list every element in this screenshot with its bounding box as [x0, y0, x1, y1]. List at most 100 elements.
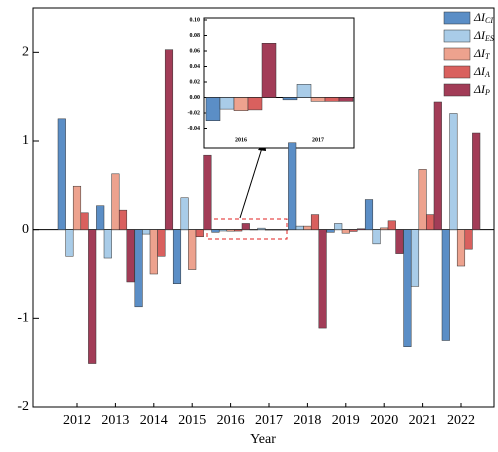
x-tick-label: 2016 [235, 137, 247, 143]
x-tick-label: 2019 [332, 413, 360, 428]
bar [449, 113, 458, 230]
bar [126, 229, 135, 283]
bar [334, 223, 343, 230]
legend-swatch [443, 83, 471, 97]
y-tick-label: 0 [22, 222, 29, 237]
bar [356, 228, 366, 230]
bar [211, 229, 220, 233]
y-tick-label: -0.02 [188, 110, 201, 116]
bar [241, 223, 250, 230]
x-tick-label: 2016 [217, 413, 245, 428]
x-tick-label: 2018 [293, 413, 321, 428]
x-tick-label: 2020 [370, 413, 398, 428]
legend-label: ΔIA [473, 64, 490, 79]
bar [387, 220, 396, 230]
bar [57, 118, 66, 230]
bar [410, 229, 420, 287]
bar [72, 185, 82, 230]
bar [142, 229, 151, 235]
y-tick-label: 0.06 [190, 48, 201, 54]
legend-swatch [443, 11, 471, 25]
x-tick-label: 2015 [178, 413, 206, 428]
y-tick-label: -2 [17, 399, 29, 414]
bar [195, 229, 204, 238]
bar [338, 97, 354, 102]
bar [282, 97, 298, 101]
bar [303, 225, 312, 230]
bar [65, 229, 74, 257]
bar [257, 227, 266, 230]
bar [234, 229, 243, 232]
bar [395, 229, 404, 254]
bar [247, 97, 263, 111]
x-tick-label: 2013 [101, 413, 129, 428]
inset-frame [203, 17, 355, 149]
bar [433, 101, 442, 230]
y-tick-label: 0.08 [190, 33, 201, 39]
bar [324, 97, 340, 102]
bar [118, 209, 128, 230]
bar [80, 212, 89, 230]
x-axis-label: Year [250, 432, 276, 447]
bar [288, 142, 297, 230]
bar [164, 49, 174, 230]
bar [426, 214, 435, 230]
legend-sub: ES [484, 34, 494, 43]
legend-swatch [443, 29, 471, 43]
x-tick-label: 2014 [140, 413, 168, 428]
legend-main: ΔI [473, 64, 486, 78]
bar [341, 229, 350, 234]
legend-main: ΔI [473, 10, 486, 24]
bar [149, 229, 158, 275]
y-tick-label: 0.02 [190, 79, 201, 85]
legend-label: ΔIES [473, 28, 494, 43]
bar [134, 229, 143, 308]
x-tick-label: 2021 [409, 413, 437, 428]
bar [103, 229, 112, 259]
bar [472, 132, 481, 230]
bar [441, 229, 450, 341]
legend-sub: A [484, 70, 490, 79]
legend-label: ΔIT [473, 46, 490, 61]
y-tick-label: 0.00 [190, 95, 201, 101]
bar [310, 214, 320, 230]
bar [364, 199, 374, 230]
y-tick-label: 0.10 [190, 17, 201, 23]
bar [464, 229, 473, 250]
bar [96, 205, 105, 230]
bar [233, 97, 249, 111]
bar [88, 229, 97, 364]
bar [403, 229, 412, 347]
y-tick-label: -0.04 [188, 126, 201, 132]
y-tick-label: 0.04 [190, 64, 201, 70]
y-tick-label: 1 [22, 133, 29, 148]
bar [203, 154, 212, 230]
plot-frame [32, 7, 495, 408]
legend-sub: P [484, 88, 490, 97]
legend-label: ΔICI [473, 10, 493, 25]
bar [295, 225, 304, 230]
x-tick-label: 2017 [312, 137, 324, 143]
bar [296, 84, 312, 98]
legend-sub: T [485, 52, 490, 61]
legend-main: ΔI [473, 82, 486, 96]
bar [111, 173, 120, 230]
bar [180, 197, 189, 230]
legend-swatch [443, 65, 471, 79]
y-tick-label: 2 [22, 45, 29, 60]
y-tick-label: -1 [17, 311, 29, 326]
bar [326, 229, 335, 233]
zoom-arrow [239, 147, 263, 219]
bar [157, 229, 166, 257]
legend-sub: CI [485, 16, 493, 25]
x-tick-label: 2022 [447, 413, 475, 428]
legend-swatch [443, 47, 471, 61]
bar [261, 43, 277, 98]
bar [188, 229, 197, 270]
bar [456, 229, 466, 267]
bar [372, 229, 381, 245]
bar [218, 229, 228, 232]
legend-main: ΔI [473, 46, 486, 60]
legend-main: ΔI [473, 28, 486, 42]
